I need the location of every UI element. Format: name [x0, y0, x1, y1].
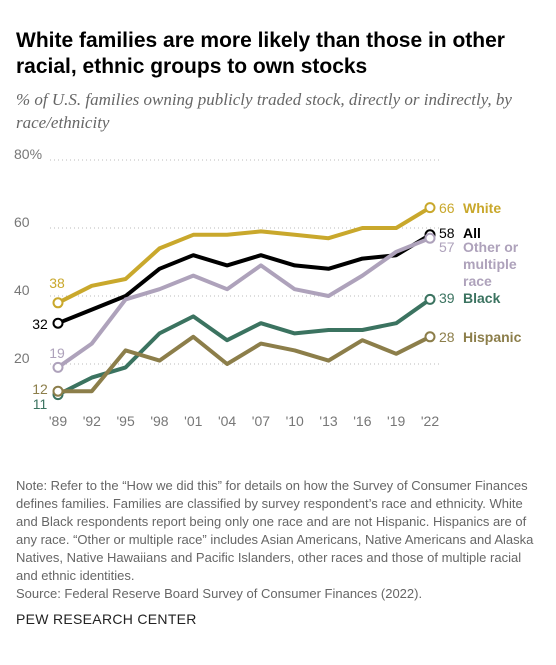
- chart-notes: Note: Refer to the “How we did this” for…: [16, 477, 541, 603]
- series-line-hispanic: [56, 334, 432, 394]
- x-tick-label: '04: [218, 413, 236, 429]
- x-tick-label: '16: [353, 413, 371, 429]
- end-value-label-black: 39: [439, 290, 455, 306]
- point-marker-other-or-multiple-race: [52, 361, 64, 373]
- x-tick-label: '89: [49, 413, 67, 429]
- series-name-label-other-or-multiple-race: Other or: [463, 239, 519, 255]
- point-marker-all: [52, 317, 64, 329]
- note-text: Note: Refer to the “How we did this” for…: [16, 478, 534, 583]
- series-name-label-all: All: [463, 225, 481, 241]
- x-tick-label: '22: [421, 413, 439, 429]
- chart-title: White families are more likely than thos…: [16, 29, 505, 78]
- end-value-label-hispanic: 28: [439, 329, 455, 345]
- point-marker-black: [424, 293, 436, 305]
- series-name-label-hispanic: Hispanic: [463, 329, 522, 345]
- start-value-label-hispanic: 12: [32, 381, 48, 397]
- series-line-black: [56, 297, 432, 397]
- x-tick-label: '95: [117, 413, 135, 429]
- series-line-all: [56, 232, 432, 326]
- end-value-label-all: 58: [439, 225, 455, 241]
- source-text: Source: Federal Reserve Board Survey of …: [16, 586, 423, 601]
- point-marker-white: [52, 297, 64, 309]
- start-value-label-other-or-multiple-race: 19: [49, 345, 65, 361]
- x-tick-label: '92: [83, 413, 101, 429]
- x-tick-label: '07: [252, 413, 270, 429]
- start-value-label-all: 32: [32, 316, 48, 332]
- pew-research-center-logo: PEW RESEARCH CENTER: [16, 611, 197, 627]
- y-tick-label: 80%: [14, 146, 42, 162]
- start-value-label-black: 11: [33, 396, 48, 412]
- start-value-label-white: 38: [49, 275, 65, 291]
- point-marker-other-or-multiple-race: [424, 232, 436, 244]
- series-line-white: [56, 205, 432, 305]
- point-marker-hispanic: [424, 331, 436, 343]
- series-line-other-or-multiple-race: [56, 236, 432, 370]
- x-tick-label: '98: [150, 413, 168, 429]
- x-tick-label: '10: [286, 413, 304, 429]
- x-tick-label: '13: [319, 413, 337, 429]
- x-tick-label: '01: [184, 413, 202, 429]
- x-tick-label: '19: [387, 413, 405, 429]
- series-name-label-black: Black: [463, 290, 501, 306]
- y-tick-label: 40: [14, 282, 30, 298]
- end-value-label-other-or-multiple-race: 57: [439, 239, 455, 255]
- line-chart: 20 40 60 80% '89 '92 '95 '98 '01 '04 '07 '10 '13 '16 '…: [14, 146, 522, 429]
- y-tick-label: 20: [14, 350, 30, 366]
- series-name-label-other-or-multiple-race: race: [463, 273, 492, 289]
- end-value-label-white: 66: [439, 200, 455, 216]
- series-name-label-white: White: [463, 200, 501, 216]
- series-name-label-other-or-multiple-race: multiple: [463, 256, 517, 272]
- y-tick-label: 60: [14, 214, 30, 230]
- point-marker-hispanic: [52, 385, 64, 397]
- chart-subtitle: % of U.S. families owning publicly trade…: [16, 90, 512, 132]
- point-marker-white: [424, 202, 436, 214]
